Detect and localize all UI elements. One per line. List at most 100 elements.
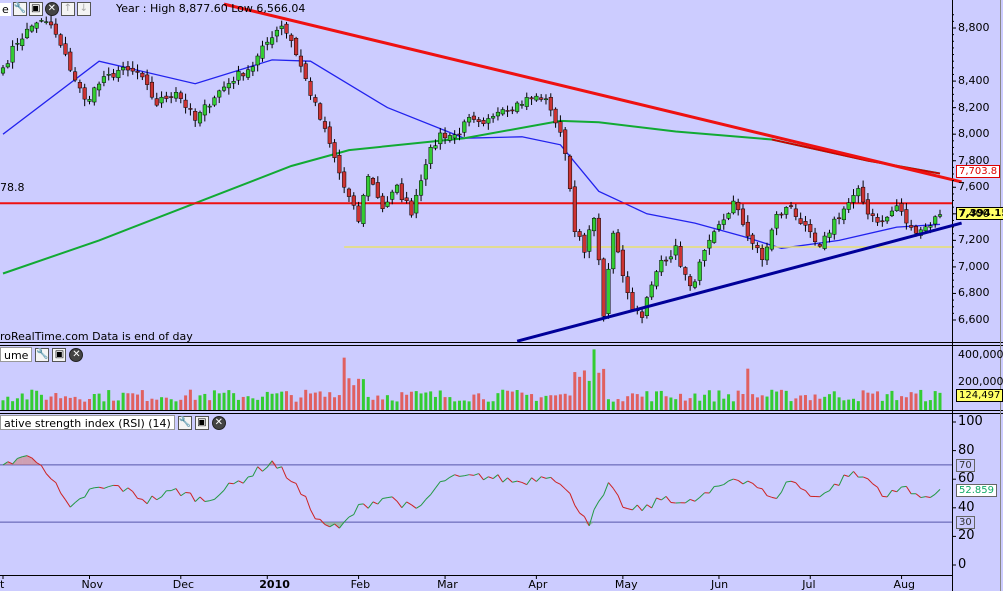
close-icon[interactable]: ✕	[69, 347, 84, 362]
volume-bar	[520, 392, 524, 410]
rsi-segment	[324, 524, 330, 528]
volume-bar	[703, 394, 707, 410]
candle	[476, 116, 481, 128]
candle-body	[236, 71, 241, 81]
wrench-icon[interactable]: 🔧	[177, 415, 192, 430]
candle-body	[346, 188, 352, 197]
menu-fragment[interactable]: e	[0, 2, 11, 16]
move-up-icon[interactable]: ↑	[60, 2, 75, 16]
volume-bar	[188, 389, 192, 410]
candle-body	[154, 98, 159, 106]
rsi-segment	[661, 496, 667, 501]
window-icon[interactable]: ▣	[28, 2, 43, 16]
move-down-icon[interactable]: ↓	[76, 2, 91, 16]
candle	[788, 201, 794, 209]
rsi-segment	[411, 504, 417, 509]
candle-body	[58, 34, 63, 46]
candle	[841, 206, 846, 225]
volume-bar	[813, 394, 817, 410]
wrench-icon[interactable]: 🔧	[35, 347, 50, 362]
volume-bar	[765, 396, 769, 410]
rsi-segment	[387, 496, 393, 499]
candle-body	[399, 183, 404, 200]
candle-body	[851, 195, 856, 203]
rsi-segment	[69, 502, 76, 508]
volume-bar	[236, 399, 240, 410]
rsi-segment	[882, 495, 888, 498]
candle	[226, 78, 231, 95]
candle	[467, 113, 472, 127]
candle-body	[298, 55, 303, 67]
candle-body	[534, 95, 539, 101]
candle-body	[913, 226, 919, 234]
volume-bar	[289, 395, 293, 410]
candle-body	[630, 292, 635, 310]
candle-body	[909, 225, 914, 228]
candle	[745, 215, 750, 241]
candle-body	[519, 104, 525, 106]
candle	[346, 187, 352, 202]
rsi-segment	[733, 478, 739, 481]
rsi-segment	[862, 476, 869, 480]
close-icon[interactable]: ✕	[211, 415, 226, 430]
candle	[865, 193, 870, 220]
rsi-segment	[55, 482, 62, 494]
candle-body	[587, 229, 592, 252]
volume-bar	[208, 400, 212, 410]
candle-body	[121, 66, 126, 71]
rsi-segment	[238, 480, 244, 484]
candle-body	[875, 217, 880, 223]
price-tick-label: 8,200	[958, 100, 990, 114]
rsi-segment	[161, 490, 167, 498]
volume-bar	[496, 393, 500, 410]
rsi-segment	[819, 492, 825, 498]
volume-bar	[751, 394, 755, 410]
volume-bar	[333, 397, 337, 410]
volume-bar	[712, 401, 716, 410]
candle-body	[140, 72, 145, 78]
candle	[577, 228, 582, 241]
volume-bar	[933, 391, 937, 410]
volume-bar	[789, 401, 793, 410]
x-tick-label: May	[614, 578, 638, 591]
volume-bar	[563, 393, 567, 410]
rsi-segment	[598, 494, 605, 502]
volume-bar	[621, 401, 625, 410]
candle	[0, 65, 6, 76]
candle	[515, 101, 520, 114]
x-tick-label: Dec	[172, 578, 195, 591]
rsi-segment	[218, 489, 225, 496]
rsi-segment	[435, 481, 441, 489]
candle	[779, 212, 784, 219]
volume-bar	[256, 399, 260, 410]
volume-bar	[909, 392, 913, 410]
volume-bar	[578, 376, 582, 410]
x-tick-label: Apr	[528, 578, 548, 591]
close-icon[interactable]: ✕	[44, 2, 59, 16]
rsi-segment	[905, 486, 912, 495]
volume-bar	[914, 393, 918, 410]
rsi-segment	[137, 497, 143, 500]
candle-body	[10, 45, 15, 63]
candle-body	[894, 205, 899, 212]
candle-body	[231, 81, 236, 84]
rsi-segment	[12, 458, 18, 465]
window-icon[interactable]: ▣	[52, 347, 67, 362]
window-icon[interactable]: ▣	[194, 415, 209, 430]
candle	[10, 40, 15, 69]
candle-body	[438, 132, 443, 145]
candle-body	[928, 225, 933, 228]
candle-body	[880, 220, 885, 223]
candle-body	[29, 25, 34, 32]
candle-body	[380, 195, 385, 210]
volume-bars	[1, 349, 942, 410]
volume-bar	[640, 396, 644, 410]
volume-bar	[592, 349, 596, 410]
rsi-segment	[728, 478, 734, 482]
wrench-icon[interactable]: 🔧	[12, 2, 27, 16]
rsi-segment	[281, 466, 287, 479]
candle-body	[457, 133, 462, 136]
downtrend-line	[223, 2, 962, 184]
volume-bar	[30, 389, 34, 410]
rsi-segment	[790, 480, 797, 484]
